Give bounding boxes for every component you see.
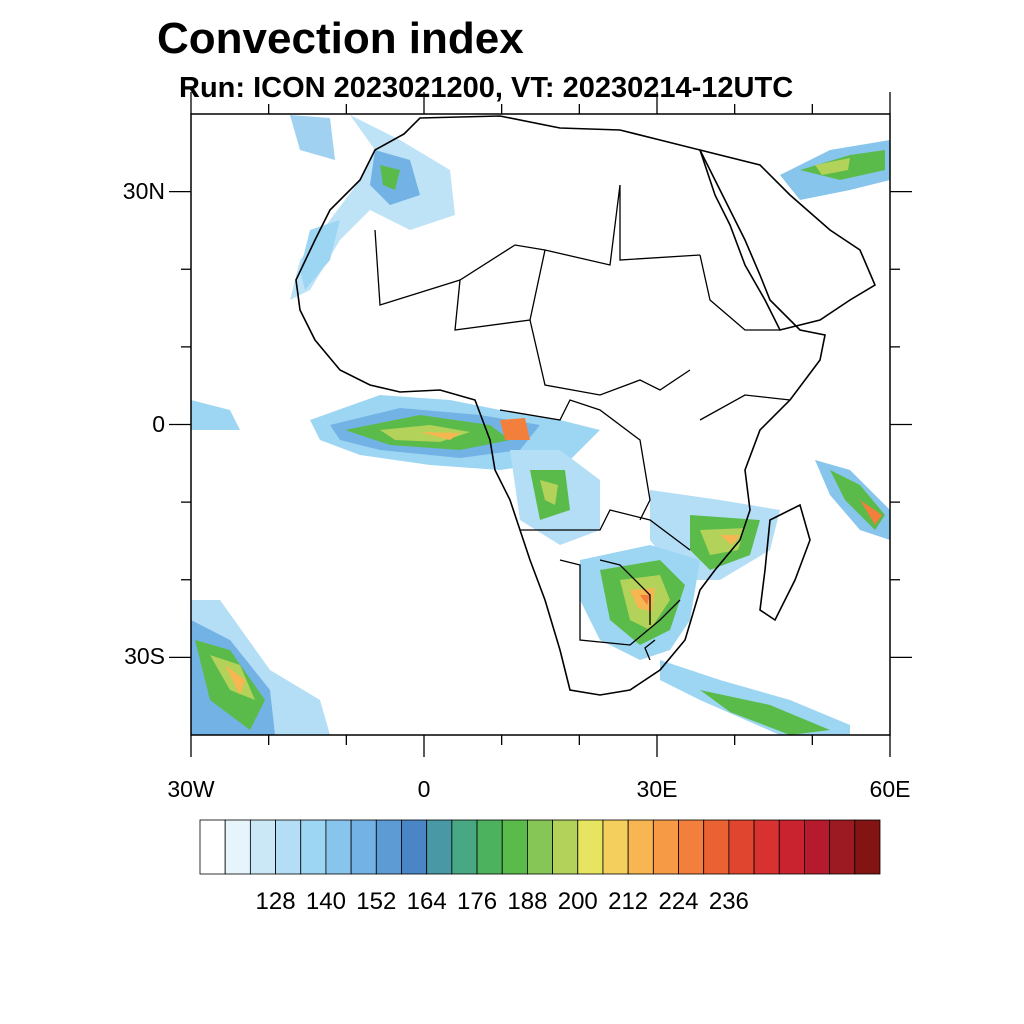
colorbar-label: 152	[356, 888, 397, 915]
colorbar-label: 176	[457, 888, 498, 915]
chart-title: Convection index	[157, 14, 524, 63]
colorbar-label: 236	[708, 888, 749, 915]
lon-tick-label: 60E	[869, 776, 911, 802]
axis-ticks	[169, 92, 912, 757]
coastlines	[295, 115, 877, 696]
lat-tick-label: 30N	[122, 177, 165, 204]
colorbar-label: 224	[658, 888, 699, 915]
colorbar-label: 212	[608, 888, 649, 915]
colorbar-label: 200	[557, 888, 598, 915]
colorbar-label: 128	[255, 888, 296, 915]
colorbar-label: 140	[305, 888, 346, 915]
colorbar-label: 164	[406, 888, 447, 915]
lon-tick-label: 30E	[636, 776, 678, 802]
lat-tick-label: 30S	[124, 643, 165, 670]
chart-subtitle: Run: ICON 2023021200, VT: 20230214-12UTC	[179, 72, 794, 104]
colorbar-label: 188	[507, 888, 548, 915]
lat-tick-label: 0	[152, 410, 165, 437]
convection-field	[191, 115, 890, 735]
lon-tick-label: 0	[417, 776, 431, 802]
country-borders	[374, 184, 791, 661]
lon-tick-label: 30W	[167, 776, 215, 802]
